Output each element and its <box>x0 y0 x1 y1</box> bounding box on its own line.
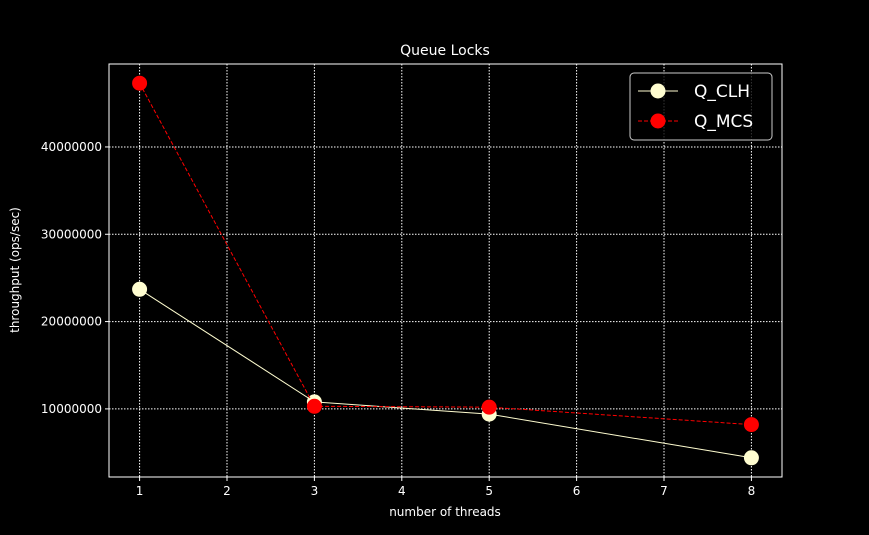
series-line <box>139 82 752 426</box>
data-point <box>481 399 497 415</box>
legend: Q_CLH Q_MCS <box>629 72 773 141</box>
chart-title: Queue Locks <box>400 43 490 59</box>
legend-marker <box>650 83 666 99</box>
x-tick-label: 4 <box>398 484 406 498</box>
series-q-mcs <box>132 75 759 433</box>
y-tick-label: 20000000 <box>41 315 102 329</box>
series-group <box>132 75 759 466</box>
axes-frame <box>108 63 783 478</box>
x-tick-label: 3 <box>311 484 319 498</box>
x-tick-label: 5 <box>485 484 493 498</box>
y-tick-label: 40000000 <box>41 140 102 154</box>
data-point <box>306 398 322 414</box>
legend-box <box>629 72 773 141</box>
y-axis-ticks: 10000000 20000000 30000000 40000000 <box>41 140 109 416</box>
x-tick-label: 1 <box>136 484 144 498</box>
legend-label: Q_MCS <box>694 112 753 132</box>
x-axis-label: number of threads <box>389 505 501 519</box>
y-tick-label: 30000000 <box>41 227 102 241</box>
legend-marker <box>650 113 666 129</box>
x-tick-label: 8 <box>748 484 756 498</box>
x-tick-label: 7 <box>660 484 668 498</box>
legend-label: Q_CLH <box>694 82 750 102</box>
y-axis-label: throughput (ops/sec) <box>8 207 22 333</box>
x-axis-ticks: 1 2 3 4 5 6 7 8 <box>136 477 755 498</box>
data-point <box>743 417 759 433</box>
data-point <box>132 75 148 91</box>
data-point <box>743 450 759 466</box>
x-tick-label: 2 <box>223 484 231 498</box>
y-tick-label: 10000000 <box>41 402 102 416</box>
x-tick-label: 6 <box>573 484 581 498</box>
series-line <box>139 288 752 459</box>
data-point <box>132 281 148 297</box>
